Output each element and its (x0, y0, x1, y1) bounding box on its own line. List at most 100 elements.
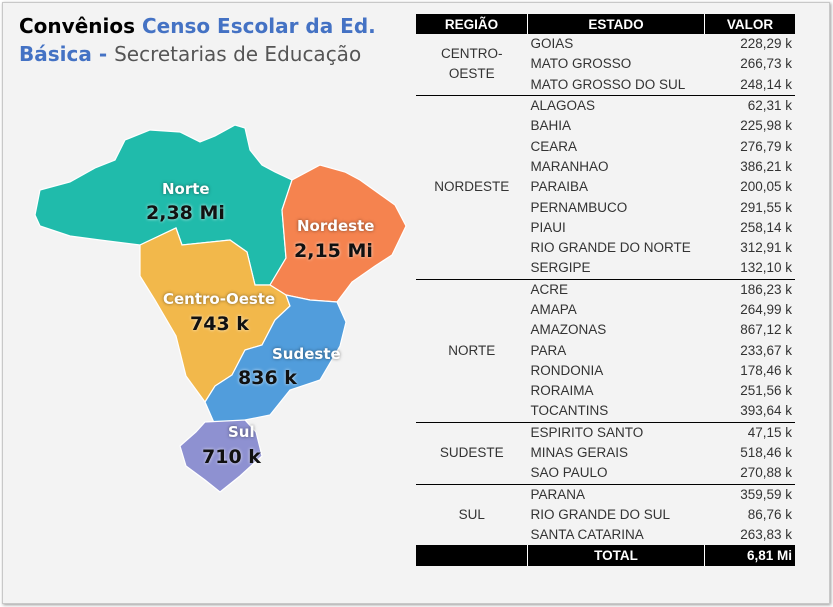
state-cell: BAHIA (530, 118, 572, 134)
state-cell: SAO PAULO (530, 465, 608, 481)
value-cell: 86,76 k (747, 506, 792, 522)
region-nordeste[interactable] (269, 164, 407, 303)
table-row: TOCANTINS 393,64 k (416, 401, 795, 422)
region-sul[interactable] (179, 419, 263, 493)
state-cell: PIAUI (530, 219, 566, 235)
state-cell: ACRE (527, 278, 705, 300)
value-cell: 270,88 k (740, 465, 792, 481)
header-estado[interactable]: ESTADO (527, 14, 705, 34)
state-cell: PERNAMBUCO (530, 199, 628, 215)
total-row: TOTAL 6,81 Mi (416, 545, 795, 566)
state-cell: RIO GRANDE DO SUL (530, 506, 671, 522)
state-cell: PARAIBA (530, 179, 589, 195)
label-norte-value: 2,38 Mi (146, 202, 225, 224)
table-row: NORTE ACRE 186,23 k (416, 278, 795, 423)
state-cell: AMAZONAS (530, 322, 607, 338)
value-cell: 258,14 k (740, 219, 792, 235)
value-cell: 266,73 k (740, 56, 792, 72)
table-row: SUL PARANA 359,59 k (416, 483, 795, 546)
label-centro-oeste-name: Centro-Oeste (163, 290, 276, 308)
table-row: NORDESTE ALAGOAS 62,31 k (416, 94, 795, 280)
brazil-map (34, 124, 407, 493)
value-cell: 291,55 k (740, 199, 792, 215)
value-cell: 62,31 k (704, 94, 795, 117)
table-row: SUDESTE ESPIRITO SANTO 47,15 k (416, 421, 795, 485)
table-row: RONDONIA 178,46 k (416, 361, 795, 381)
state-cell: RONDONIA (530, 362, 604, 378)
label-sul-name: Sul (228, 423, 255, 441)
state-cell: MINAS GERAIS (530, 445, 629, 461)
state-cell: GOIAS (530, 36, 574, 52)
state-cell: AMAPA (530, 302, 577, 317)
state-cell: ALAGOAS (527, 94, 705, 117)
label-nordeste-value: 2,15 Mi (294, 240, 373, 262)
value-cell: 47,15 k (704, 421, 795, 443)
state-cell: CEARA (530, 138, 578, 154)
table-row: MATO GROSSO DO SUL 248,14 k (416, 75, 795, 96)
state-cell: PARA (530, 342, 567, 358)
table-row: PIAUI 258,14 k (416, 218, 795, 238)
table-row: RIO GRANDE DO SUL 86,76 k (416, 505, 795, 525)
table-row: BAHIA 225,98 k (416, 116, 795, 136)
label-sudeste-value: 836 k (238, 367, 297, 389)
value-cell: 359,59 k (704, 483, 795, 505)
state-cell: RIO GRANDE DO NORTE (530, 240, 691, 256)
state-cell: MATO GROSSO DO SUL (530, 76, 686, 92)
label-norte-name: Norte (162, 180, 210, 198)
table-row: SAO PAULO 270,88 k (416, 463, 795, 484)
state-cell: MATO GROSSO (530, 56, 632, 72)
table-row: CENTRO-OESTE GOIAS 228,29 k (416, 34, 795, 81)
table-row: MATO GROSSO 266,73 k (416, 54, 795, 74)
value-cell: 263,83 k (740, 527, 792, 543)
table-row: MARANHAO 386,21 k (416, 157, 795, 177)
table-row: RORAIMA 251,56 k (416, 381, 795, 401)
value-cell: 312,91 k (740, 240, 792, 256)
region-cell: SUDESTE (416, 421, 528, 485)
header-regiao[interactable]: REGIÃO (416, 14, 528, 34)
value-cell: 386,21 k (740, 158, 792, 174)
states-table: REGIÃO ESTADO VALOR CENTRO-OESTE GOIAS 228… (416, 14, 795, 566)
value-cell: 248,14 k (740, 76, 792, 92)
value-cell: 178,46 k (740, 362, 792, 378)
value-cell: 251,56 k (740, 383, 792, 399)
table-row: AMAPA 264,99 k (416, 300, 795, 320)
value-cell: 518,46 k (740, 445, 792, 461)
label-centro-oeste-value: 743 k (190, 313, 249, 335)
value-cell: 186,23 k (704, 278, 795, 300)
value-cell: 393,64 k (740, 403, 792, 419)
title-part1: Convênios (19, 14, 142, 38)
region-cell: NORTE (416, 278, 528, 423)
state-cell: RORAIMA (530, 383, 594, 399)
table-row: CEARA 276,79 k (416, 136, 795, 156)
page-title: Convênios Censo Escolar da Ed. Básica - … (19, 12, 399, 68)
table-row: PARAIBA 200,05 k (416, 177, 795, 197)
total-label: TOTAL (527, 545, 705, 566)
region-cell: SUL (416, 483, 528, 546)
table-row: MINAS GERAIS 518,46 k (416, 443, 795, 463)
table-row: AMAZONAS 867,12 k (416, 320, 795, 340)
value-cell: 132,10 k (740, 260, 792, 276)
title-part3: Secretarias de Educação (114, 42, 362, 66)
label-nordeste-name: Nordeste (297, 217, 375, 235)
region-cell: NORDESTE (416, 94, 528, 280)
value-cell: 233,67 k (740, 342, 792, 358)
value-cell: 200,05 k (740, 179, 792, 195)
region-cell: CENTRO-OESTE (441, 46, 503, 82)
value-cell: 264,99 k (740, 302, 792, 317)
label-sul-value: 710 k (202, 446, 261, 468)
table-row: PARA 233,67 k (416, 340, 795, 360)
state-cell: TOCANTINS (530, 403, 609, 419)
total-value: 6,81 Mi (704, 545, 795, 566)
total-spacer (416, 545, 528, 566)
state-cell: PARANA (527, 483, 705, 505)
state-cell: MARANHAO (530, 158, 609, 174)
state-cell: ESPIRITO SANTO (527, 421, 705, 443)
value-cell: 276,79 k (740, 138, 792, 154)
header-valor[interactable]: VALOR (704, 14, 795, 34)
state-cell: SANTA CATARINA (530, 527, 644, 543)
value-cell: 867,12 k (740, 322, 792, 338)
state-cell: SERGIPE (530, 260, 591, 276)
table-row: RIO GRANDE DO NORTE 312,91 k (416, 238, 795, 258)
table-row: SANTA CATARINA 263,83 k (416, 525, 795, 545)
table-row: SERGIPE 132,10 k (416, 258, 795, 279)
